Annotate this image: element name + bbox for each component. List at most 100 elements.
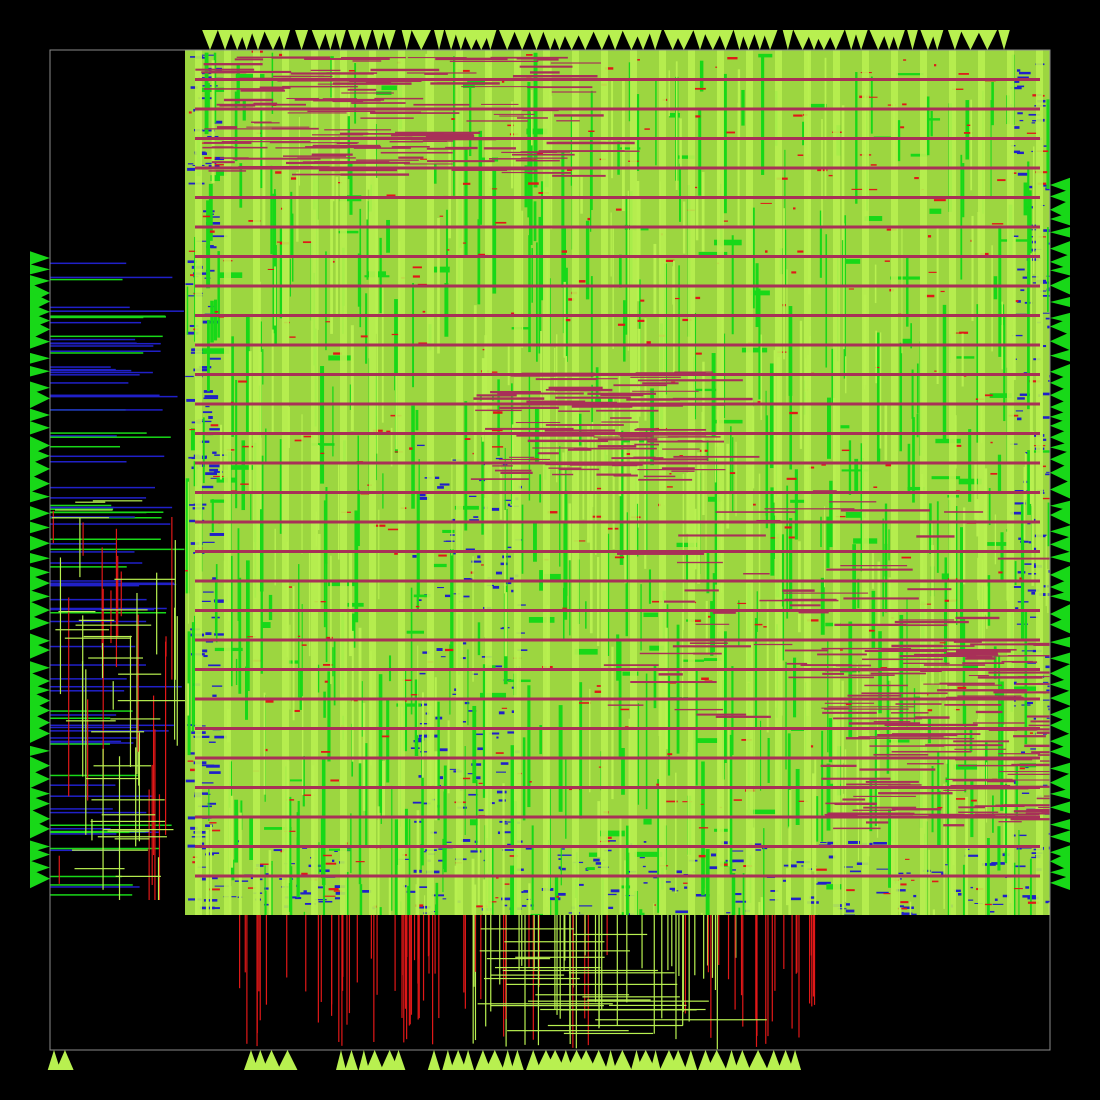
metal4-rect: [1006, 532, 1008, 601]
metal3-rect: [849, 440, 851, 495]
metal3-rect: [234, 800, 238, 863]
metal2-rect: [998, 571, 1002, 573]
metal3-rect: [327, 671, 330, 761]
metal1-rect: [906, 872, 910, 873]
bottom-route-v: [438, 915, 439, 1018]
metal5-rect: [219, 105, 255, 107]
left-route-h: [50, 551, 134, 553]
metal4-rect: [628, 191, 629, 351]
metal3-rect: [826, 517, 829, 568]
metal4-rect: [622, 79, 625, 211]
metal5-rect: [513, 75, 598, 77]
metal1-rect: [444, 541, 453, 542]
metal4-rect: [845, 749, 846, 902]
metal5-rect: [552, 474, 573, 475]
metal2-rect: [644, 128, 649, 130]
metal5-rect: [989, 730, 1017, 731]
metal2-rect: [958, 73, 968, 75]
metal5-rect: [944, 511, 983, 513]
metal1-rect: [756, 849, 762, 851]
bottom-route-v: [373, 915, 374, 1042]
metal5-rect: [477, 394, 517, 396]
metal5-rect: [892, 808, 942, 810]
metal5-rect: [923, 684, 971, 685]
metal3-rect: [357, 490, 360, 546]
metal2-rect: [937, 807, 942, 808]
metal5-rect: [827, 812, 910, 814]
metal3-rect: [679, 164, 681, 222]
metal5-rect: [953, 740, 1009, 742]
metal2-rect: [616, 209, 622, 211]
metal5-rect: [884, 724, 965, 726]
bottom-route-v: [321, 915, 322, 1002]
metal5-rect: [782, 589, 814, 591]
bottom-route-v: [735, 915, 736, 1010]
bottom-route-v: [305, 915, 306, 991]
left-route-h: [50, 876, 122, 878]
metal5-rect: [353, 60, 382, 61]
bottom-route-v: [432, 915, 433, 1044]
metal3-rect: [565, 757, 566, 839]
metal5-rect: [557, 142, 605, 144]
metal3-rect: [678, 265, 679, 375]
metal5-rect: [370, 69, 439, 71]
metal2-rect: [275, 171, 281, 173]
metal5-rect: [817, 654, 867, 656]
left-route-h: [50, 307, 130, 309]
metal5-rect: [494, 114, 535, 115]
metal2-rect: [929, 272, 938, 273]
metal5-rect: [998, 821, 1021, 822]
metal3-rect: [298, 564, 299, 697]
metal5-rect: [878, 792, 952, 794]
left-route-h: [102, 609, 148, 610]
metal3-rect: [290, 259, 291, 297]
metal4-rect: [460, 553, 461, 639]
metal2-rect: [268, 269, 274, 270]
metal2-rect: [637, 59, 640, 61]
metal3-rect: [523, 737, 526, 820]
bottom-route-h: [484, 978, 580, 979]
metal5-rect: [892, 733, 981, 735]
metal3-rect: [626, 196, 628, 335]
metal5-rect: [662, 467, 695, 469]
metal3-rect: [908, 444, 911, 494]
left-route-h: [114, 579, 175, 580]
metal1-rect: [209, 771, 221, 774]
metal2-rect: [298, 636, 300, 637]
metal5-rect: [600, 394, 643, 396]
metal3-rect: [829, 718, 832, 762]
metal4-rect: [317, 220, 318, 330]
metal5-rect: [407, 72, 477, 73]
metal3-rect: [539, 474, 541, 502]
metal1-rect: [640, 857, 645, 858]
metal4-rect: [352, 631, 354, 762]
metal5-rect: [489, 158, 531, 160]
left-route-v: [156, 573, 157, 655]
metal3-rect: [236, 659, 237, 685]
metal5-rect: [783, 593, 868, 594]
metal2-rect: [615, 556, 624, 558]
metal5-rect: [636, 372, 706, 374]
metal3-rect: [654, 665, 657, 708]
metal5-rect: [903, 663, 950, 664]
metal1-rect: [463, 642, 466, 644]
metal5-rect: [950, 785, 1010, 787]
metal5-rect: [866, 781, 919, 783]
metal5-rect: [492, 465, 513, 466]
metal5-rail: [195, 875, 1040, 878]
metal4-rect: [971, 216, 973, 321]
bottom-route-v: [685, 915, 686, 1013]
bottom-route-v: [411, 915, 412, 1015]
metal5-rect: [490, 391, 541, 393]
metal1-rect: [499, 799, 506, 801]
left-route-v: [60, 557, 61, 694]
metal1-rect: [731, 860, 744, 863]
metal2-rect: [479, 783, 483, 784]
metal5-rect: [552, 175, 606, 177]
metal2-rect: [423, 311, 426, 313]
metal2-rect: [695, 88, 706, 90]
left-route-h: [91, 821, 165, 822]
left-route-h: [75, 868, 125, 869]
metal2-rect: [440, 216, 443, 217]
